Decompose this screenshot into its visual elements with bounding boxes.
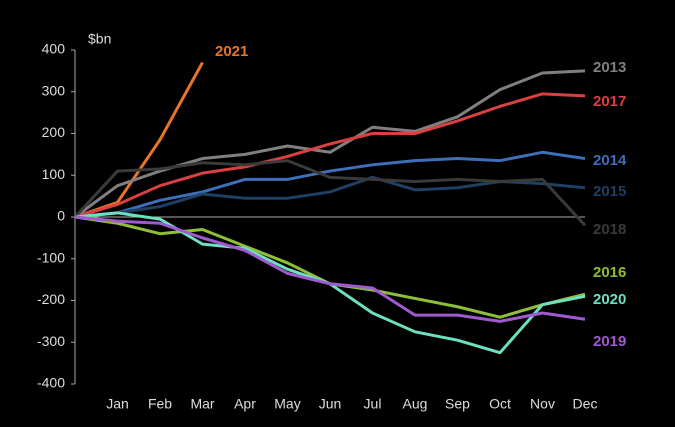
y-tick-label: 400 <box>42 41 66 57</box>
x-tick-label: Mar <box>190 396 214 412</box>
series-line <box>73 159 587 227</box>
x-tick-label: Oct <box>489 396 511 412</box>
series-label: 2014 <box>593 152 627 169</box>
series-line <box>74 215 586 323</box>
x-tick-label: Aug <box>403 396 428 412</box>
x-tick-label: Dec <box>573 396 598 412</box>
y-tick-label: -400 <box>37 375 65 391</box>
x-tick-label: Apr <box>234 396 256 412</box>
x-tick-label: Nov <box>530 396 555 412</box>
series-label: 2013 <box>593 59 626 76</box>
x-tick-label: Jun <box>319 396 342 412</box>
y-tick-label: -100 <box>37 249 65 265</box>
y-tick-label: -300 <box>37 333 65 349</box>
x-tick-label: Sep <box>445 396 470 412</box>
x-tick-label: Jul <box>364 396 382 412</box>
series-label: 2015 <box>593 183 626 200</box>
y-tick-label: 100 <box>42 166 66 182</box>
series-line <box>74 175 586 219</box>
series-label: 2019 <box>593 333 626 350</box>
series-label: 2018 <box>593 221 626 238</box>
series-line <box>74 69 586 219</box>
x-tick-label: Jan <box>106 396 129 412</box>
y-axis-label: $bn <box>88 31 111 47</box>
series-line <box>74 150 586 219</box>
series-label: 2020 <box>593 291 626 308</box>
series-line <box>74 92 586 219</box>
series-label: 2016 <box>593 264 626 281</box>
series-label: 2021 <box>215 43 248 60</box>
series-label: 2017 <box>593 93 626 110</box>
x-tick-label: May <box>274 396 300 412</box>
y-tick-label: 200 <box>42 124 66 140</box>
y-tick-label: -200 <box>37 291 65 307</box>
y-tick-label: 0 <box>57 208 65 224</box>
x-tick-label: Feb <box>148 396 172 412</box>
series-line <box>74 215 586 319</box>
y-tick-label: 300 <box>42 82 66 98</box>
